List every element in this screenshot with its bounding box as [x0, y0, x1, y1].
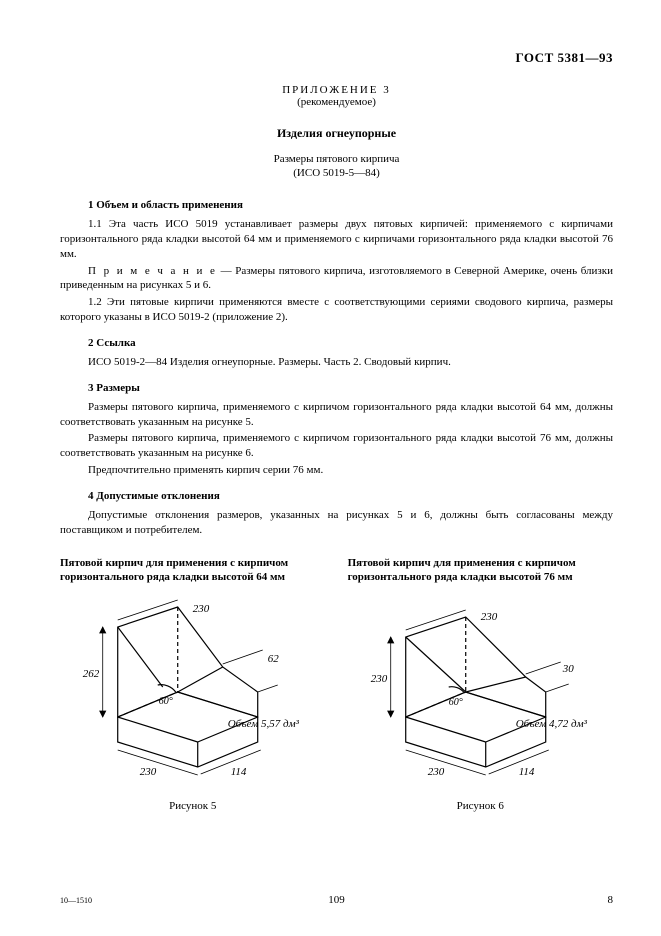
appendix-label: ПРИЛОЖЕНИЕ 3 — [60, 84, 613, 96]
para-3-1: Размеры пятового кирпича, применяемого с… — [60, 400, 613, 430]
dim-side: 62 — [268, 653, 280, 665]
figure-5-drawing: 262 230 60° 62 230 114 Объем 5,57 дм³ — [60, 592, 325, 792]
para-2-1: ИСО 5019-2—84 Изделия огнеупорные. Разме… — [60, 355, 613, 370]
footer-print-code: 10—1510 — [60, 896, 92, 905]
page-footer: 10—1510 109 8 — [60, 894, 613, 906]
dim-depth: 114 — [518, 766, 534, 778]
note-label: П р и м е ч а н и е — [88, 265, 217, 277]
figure-5-column: Пятовой кирпич для применения с кирпичом… — [60, 556, 325, 813]
document-page: ГОСТ 5381—93 ПРИЛОЖЕНИЕ 3 (рекомендуемое… — [0, 0, 661, 936]
figure-5-title: Пятовой кирпич для применения с кирпичом… — [60, 556, 325, 585]
dim-base: 230 — [140, 766, 157, 778]
dim-side: 30 — [561, 663, 574, 675]
figure-6-drawing: 230 230 60° 30 230 114 Объем 4,72 дм³ — [348, 592, 613, 792]
dim-depth: 114 — [231, 766, 247, 778]
figure-6-column: Пятовой кирпич для применения с кирпичом… — [348, 556, 613, 813]
dim-angle: 60° — [448, 697, 462, 708]
dim-height: 262 — [83, 668, 100, 680]
gost-number: ГОСТ 5381—93 — [60, 50, 613, 66]
figure-6-caption: Рисунок 6 — [348, 800, 613, 812]
section-4-heading: 4 Допустимые отклонения — [88, 490, 613, 502]
dim-top: 230 — [193, 603, 210, 615]
appendix-note: (рекомендуемое) — [60, 96, 613, 108]
dim-angle: 60° — [159, 696, 173, 707]
figure-5-caption: Рисунок 5 — [60, 800, 325, 812]
subtitle: Размеры пятового кирпича — [60, 153, 613, 165]
main-title: Изделия огнеупорные — [60, 126, 613, 141]
para-1-1: 1.1 Эта часть ИСО 5019 устанавливает раз… — [60, 217, 613, 262]
note-1: П р и м е ч а н и е — Размеры пятового к… — [60, 264, 613, 294]
dim-top: 230 — [480, 611, 497, 623]
para-1-2: 1.2 Эти пятовые кирпичи применяются вмес… — [60, 295, 613, 325]
figures-row: Пятовой кирпич для применения с кирпичом… — [60, 556, 613, 813]
iso-reference: (ИСО 5019-5—84) — [60, 167, 613, 179]
figure-6-title: Пятовой кирпич для применения с кирпичом… — [348, 556, 613, 585]
footer-page-right: 8 — [608, 894, 614, 906]
para-4-1: Допустимые отклонения размеров, указанны… — [60, 508, 613, 538]
dim-base: 230 — [427, 766, 444, 778]
dim-volume: Объем 4,72 дм³ — [515, 718, 587, 730]
section-2-heading: 2 Ссылка — [88, 337, 613, 349]
section-1-heading: 1 Объем и область применения — [88, 199, 613, 211]
dim-volume: Объем 5,57 дм³ — [228, 718, 300, 730]
dim-height: 230 — [370, 673, 387, 685]
footer-page-center: 109 — [328, 894, 345, 906]
section-3-heading: 3 Размеры — [88, 382, 613, 394]
para-3-3: Предпочтительно применять кирпич серии 7… — [60, 463, 613, 478]
para-3-2: Размеры пятового кирпича, применяемого с… — [60, 431, 613, 461]
